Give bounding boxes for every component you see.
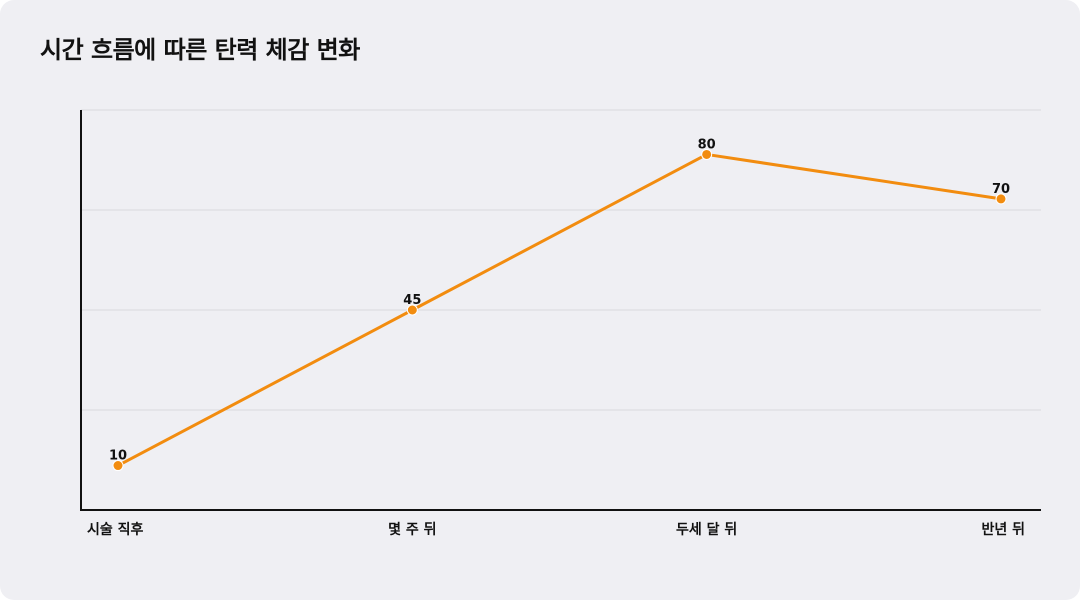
x-tick-label: 두세 달 뒤 — [676, 522, 737, 538]
data-point — [995, 193, 1007, 205]
x-tick-label: 몇 주 뒤 — [388, 521, 436, 538]
series-line — [116, 152, 1003, 468]
data-point — [112, 460, 124, 472]
data-point — [701, 148, 713, 160]
data-point — [406, 304, 418, 316]
x-tick-label: 시술 직후 — [87, 521, 144, 538]
data-label: 70 — [992, 182, 1010, 197]
data-label: 80 — [698, 137, 716, 152]
chart-title: 시간 흐름에 따른 탄력 체감 변화 — [40, 36, 360, 64]
x-tick-label: 반년 뒤 — [981, 521, 1025, 538]
data-label: 45 — [403, 293, 421, 308]
data-label: 10 — [109, 449, 127, 464]
